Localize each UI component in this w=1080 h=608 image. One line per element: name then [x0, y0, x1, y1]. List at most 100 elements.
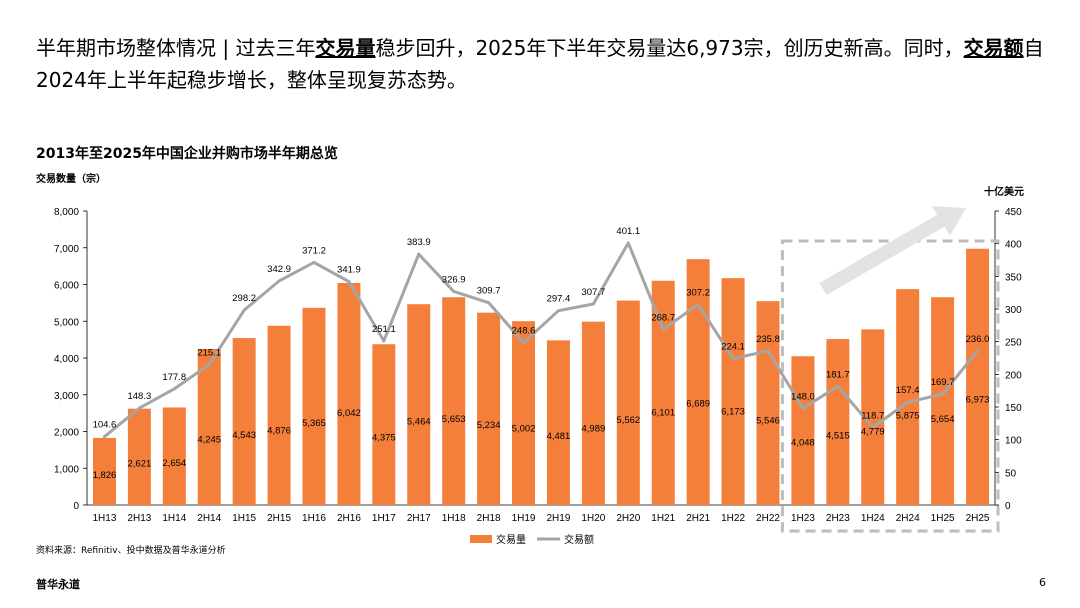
- bar-value-label: 6,173: [721, 406, 745, 417]
- line-value-label: 177.8: [162, 372, 186, 383]
- bar-1H17: [372, 344, 396, 505]
- bar-value-label: 4,989: [581, 424, 605, 435]
- bar-2H18: [477, 312, 501, 505]
- bar-2H15: [267, 325, 291, 505]
- line-point-2H17: [417, 252, 421, 256]
- bar-value-label: 5,234: [477, 420, 501, 431]
- line-point-1H15: [242, 308, 246, 312]
- bar-value-label: 4,779: [861, 427, 885, 438]
- right-tick-label: 250: [1005, 338, 1022, 349]
- chart-title: 2013年至2025年中国企业并购市场半年期总览: [36, 146, 338, 162]
- bar-1H16: [302, 307, 326, 505]
- line-point-2H15: [277, 279, 281, 283]
- bar-1H23: [791, 356, 815, 505]
- headline-part3: 自2024年上半年起稳步增长，整体呈现复苏态势。: [36, 36, 1044, 92]
- bar-2H19: [546, 340, 570, 505]
- bar-2H23: [826, 339, 850, 505]
- line-point-1H25: [941, 392, 945, 396]
- bar-value-label: 6,042: [337, 408, 361, 419]
- trend-arrow-shaft: [819, 213, 946, 296]
- x-tick-label: 2H15: [267, 513, 291, 524]
- bar-value-label: 4,048: [791, 437, 815, 448]
- line-point-2H16: [347, 280, 351, 284]
- headline-part1: 半年期市场整体情况 | 过去三年: [36, 36, 316, 60]
- bar-2H24: [896, 289, 920, 505]
- bar-2H21: [686, 259, 710, 505]
- line-point-1H17: [382, 339, 386, 343]
- bar-1H14: [162, 407, 186, 505]
- x-tick-label: 2H16: [337, 513, 361, 524]
- bar-value-label: 5,654: [931, 414, 955, 425]
- left-axis-title: 交易数量（宗）: [36, 172, 106, 185]
- bar-1H22: [721, 278, 745, 505]
- bar-1H13: [92, 437, 116, 505]
- x-tick-label: 1H23: [791, 513, 815, 524]
- line-value-label: 157.4: [896, 385, 920, 396]
- line-value-label: 215.1: [197, 347, 221, 358]
- headline-emphasis-value: 交易额: [963, 36, 1024, 60]
- left-tick-label: 0: [73, 501, 79, 512]
- line-point-1H13: [102, 435, 106, 439]
- line-point-2H14: [207, 362, 211, 366]
- line-point-1H14: [172, 387, 176, 391]
- line-point-2H20: [626, 241, 630, 245]
- x-tick-label: 1H16: [302, 513, 326, 524]
- left-tick-label: 8,000: [54, 207, 79, 218]
- left-tick-label: 3,000: [54, 391, 79, 402]
- bar-value-label: 4,876: [267, 425, 291, 436]
- bar-2H14: [197, 348, 221, 505]
- line-value-label: 236.0: [966, 334, 990, 345]
- x-tick-label: 2H24: [896, 513, 920, 524]
- x-tick-label: 2H14: [197, 513, 221, 524]
- right-tick-label: 50: [1005, 468, 1017, 479]
- bar-value-label: 4,375: [372, 433, 396, 444]
- bar-value-label: 2,654: [162, 458, 186, 469]
- line-value-label: 248.6: [512, 326, 536, 337]
- line-value-label: 118.7: [861, 410, 884, 421]
- bar-value-label: 1,826: [93, 470, 117, 481]
- headline-part2: 稳步回升，2025年下半年交易量达6,973宗，创历史新高。同时，: [375, 36, 964, 60]
- line-value-label: 383.9: [407, 237, 431, 248]
- bar-2H17: [407, 304, 431, 505]
- line-point-1H21: [661, 327, 665, 331]
- line-point-1H24: [871, 425, 875, 429]
- bar-value-label: 5,546: [756, 415, 780, 426]
- bar-1H19: [512, 321, 536, 505]
- left-tick-label: 7,000: [54, 244, 79, 255]
- bar-value-label: 6,689: [686, 399, 710, 410]
- line-value-label: 235.8: [756, 334, 780, 345]
- x-tick-label: 1H24: [861, 513, 885, 524]
- deal-value-line: [103, 241, 979, 438]
- line-value-label: 401.1: [616, 226, 640, 237]
- bar-1H21: [651, 280, 675, 505]
- bar-1H18: [442, 297, 466, 505]
- line-value-label: 307.7: [581, 287, 605, 298]
- bar-2H25: [966, 248, 990, 505]
- line-value-label: 169.7: [931, 377, 955, 388]
- bar-value-label: 4,245: [197, 435, 221, 446]
- x-tick-label: 1H25: [931, 513, 955, 524]
- x-tick-label: 2H18: [477, 513, 501, 524]
- page-number: 6: [1039, 576, 1046, 589]
- legend-swatch-volume: [470, 535, 492, 543]
- line-value-label: 181.7: [826, 369, 850, 380]
- right-tick-label: 300: [1005, 305, 1022, 316]
- bar-2H22: [756, 301, 780, 505]
- legend-label-value: 交易额: [564, 533, 594, 546]
- bar-1H20: [581, 321, 605, 505]
- x-tick-label: 2H23: [826, 513, 850, 524]
- line-point-2H22: [766, 349, 770, 353]
- bar-value-label: 5,002: [512, 423, 536, 434]
- bar-value-label: 5,875: [896, 411, 920, 422]
- line-value-label: 298.2: [232, 293, 256, 304]
- bar-2H13: [127, 408, 151, 505]
- x-tick-label: 2H20: [616, 513, 640, 524]
- line-value-label: 148.3: [127, 391, 151, 402]
- line-value-label: 326.9: [442, 274, 466, 285]
- bar-1H15: [232, 338, 256, 505]
- line-point-1H19: [522, 341, 526, 345]
- line-value-label: 371.2: [302, 245, 326, 256]
- right-tick-label: 200: [1005, 370, 1022, 381]
- x-tick-label: 1H18: [442, 513, 466, 524]
